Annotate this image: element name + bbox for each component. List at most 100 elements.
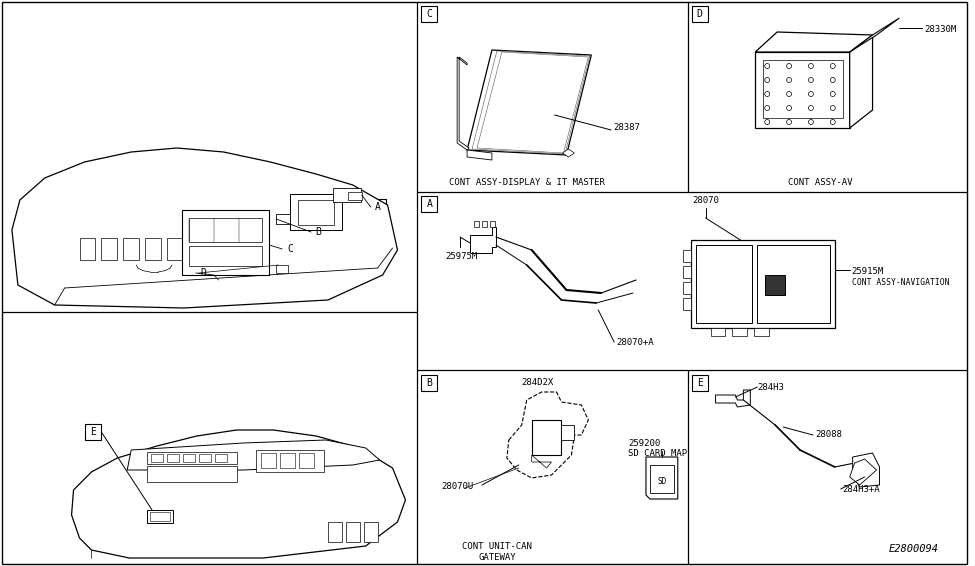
Polygon shape <box>562 425 574 440</box>
Circle shape <box>787 78 792 83</box>
Text: 28088: 28088 <box>815 430 841 439</box>
Text: CONT ASSY-DISPLAY & IT MASTER: CONT ASSY-DISPLAY & IT MASTER <box>448 178 604 187</box>
Text: D: D <box>201 268 207 278</box>
Bar <box>310 224 326 240</box>
Polygon shape <box>127 440 379 470</box>
Bar <box>711 328 725 336</box>
Text: E: E <box>697 378 703 388</box>
Polygon shape <box>467 150 492 160</box>
Bar <box>650 465 674 493</box>
Bar <box>763 60 842 118</box>
Text: 284H3+A: 284H3+A <box>842 485 880 494</box>
Bar <box>214 454 226 462</box>
Bar <box>276 265 289 273</box>
Text: E: E <box>91 427 97 437</box>
Bar <box>682 266 690 278</box>
Polygon shape <box>695 245 753 323</box>
Polygon shape <box>531 455 552 468</box>
Bar <box>490 221 495 227</box>
Circle shape <box>764 78 769 83</box>
Bar <box>732 328 747 336</box>
Polygon shape <box>472 51 590 154</box>
Polygon shape <box>12 148 398 308</box>
Bar <box>328 522 342 542</box>
Text: 284D2X: 284D2X <box>522 378 554 387</box>
Polygon shape <box>167 238 183 260</box>
Circle shape <box>764 119 769 125</box>
Bar <box>276 214 291 224</box>
Polygon shape <box>646 457 678 499</box>
Bar <box>421 196 437 212</box>
Text: 25915M: 25915M <box>852 267 884 276</box>
Polygon shape <box>765 275 785 295</box>
Circle shape <box>32 222 63 254</box>
Bar <box>282 241 298 257</box>
Bar <box>332 188 361 202</box>
Circle shape <box>831 105 836 110</box>
Bar <box>421 6 437 22</box>
Polygon shape <box>853 453 879 487</box>
Polygon shape <box>71 430 406 558</box>
Text: A: A <box>426 199 432 209</box>
Polygon shape <box>145 238 161 260</box>
Bar <box>189 218 262 242</box>
Text: 28387: 28387 <box>613 122 640 131</box>
Circle shape <box>787 105 792 110</box>
Polygon shape <box>101 238 117 260</box>
Circle shape <box>787 63 792 68</box>
Bar <box>421 375 437 391</box>
Bar <box>150 512 170 521</box>
Polygon shape <box>482 63 576 141</box>
Polygon shape <box>849 18 899 52</box>
Bar <box>298 200 333 225</box>
Circle shape <box>808 92 813 96</box>
Text: B: B <box>426 378 432 388</box>
Text: 28070: 28070 <box>692 196 719 205</box>
Circle shape <box>787 119 792 125</box>
Text: SD CARD MAP: SD CARD MAP <box>628 449 687 458</box>
Bar <box>691 6 708 22</box>
Bar <box>147 466 237 482</box>
Text: E2800094: E2800094 <box>889 544 939 554</box>
Bar <box>682 298 690 310</box>
Bar <box>348 192 362 200</box>
Text: CONT ASSY-NAVIGATION: CONT ASSY-NAVIGATION <box>852 278 950 287</box>
Text: 28070U: 28070U <box>442 482 474 491</box>
Polygon shape <box>470 227 496 253</box>
Bar <box>261 453 276 468</box>
Text: GATEWAY: GATEWAY <box>478 553 516 562</box>
Polygon shape <box>467 50 591 155</box>
Bar <box>755 328 769 336</box>
Circle shape <box>808 119 813 125</box>
Bar <box>196 265 212 281</box>
Text: SD: SD <box>657 477 667 486</box>
Circle shape <box>787 92 792 96</box>
Polygon shape <box>849 459 877 485</box>
Polygon shape <box>189 238 205 260</box>
Bar <box>682 250 690 262</box>
Bar <box>167 454 178 462</box>
Circle shape <box>764 105 769 110</box>
Polygon shape <box>758 245 830 323</box>
Bar <box>147 452 237 464</box>
Text: 28330M: 28330M <box>924 25 956 34</box>
Polygon shape <box>123 238 139 260</box>
Circle shape <box>831 92 836 96</box>
Bar <box>189 246 262 266</box>
Bar <box>86 424 101 440</box>
Bar <box>482 221 487 227</box>
Bar <box>280 453 295 468</box>
Bar <box>151 454 163 462</box>
Circle shape <box>831 119 836 125</box>
Polygon shape <box>80 238 96 260</box>
Polygon shape <box>477 52 588 153</box>
Polygon shape <box>457 57 469 150</box>
Text: 284H3: 284H3 <box>758 383 784 392</box>
Circle shape <box>40 230 56 246</box>
Text: 28070+A: 28070+A <box>616 338 654 347</box>
Bar <box>291 194 342 230</box>
Polygon shape <box>756 32 873 52</box>
Bar <box>346 522 360 542</box>
Circle shape <box>808 63 813 68</box>
Polygon shape <box>756 52 849 128</box>
